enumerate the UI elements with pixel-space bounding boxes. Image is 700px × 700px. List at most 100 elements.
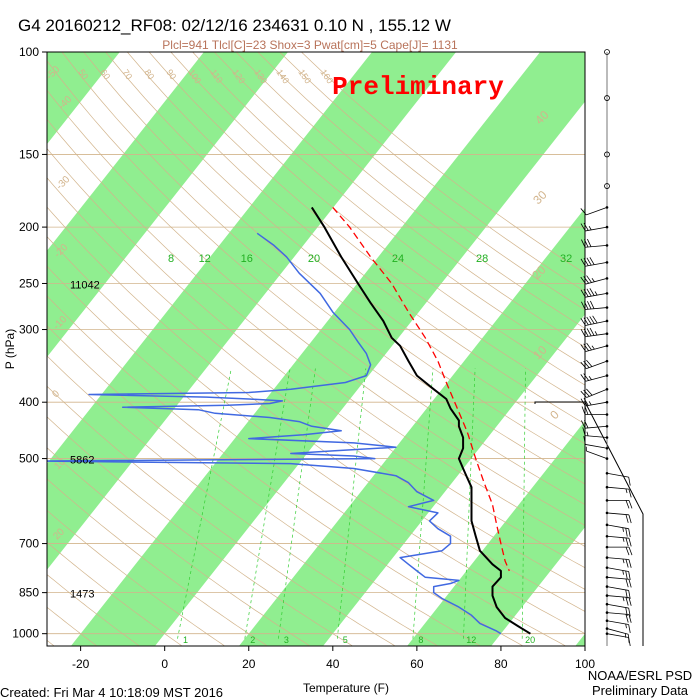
- mixing-ratio-label: 2: [250, 635, 255, 645]
- wind-barb-half-flag: [588, 376, 592, 380]
- wind-barb-flag: [625, 614, 629, 623]
- green-band: [70, 52, 585, 646]
- wind-barb-flag: [628, 500, 633, 509]
- wind-barb-flag: [583, 435, 586, 445]
- y-tick-label: 300: [19, 323, 39, 337]
- mixing-ratio-label: 16: [241, 253, 253, 265]
- wind-barb-flag: [589, 327, 595, 336]
- wind-barb-shaft: [606, 486, 629, 490]
- chart-title: G4 20160212_RF08: 02/12/16 234631 0.10 N…: [18, 16, 451, 35]
- skewed-isotherm-label: 30: [530, 188, 550, 208]
- mixing-ratio-label: 28: [476, 253, 488, 265]
- wind-barb-flag: [586, 257, 592, 266]
- wind-barb-flag: [584, 301, 589, 310]
- wind-barb-shaft: [585, 262, 608, 267]
- y-axis-label: P (hPa): [3, 329, 17, 369]
- mixing-ratio-label: 8: [418, 635, 423, 645]
- wind-barb-flag: [590, 300, 595, 309]
- dry-adiabat-label: 80: [142, 67, 156, 81]
- wind-barb-flag: [586, 316, 592, 325]
- wind-barb-flag: [628, 477, 631, 486]
- wind-barb-shaft: [585, 333, 608, 338]
- wind-barb-flag: [581, 239, 586, 248]
- y-tick-label: 1000: [12, 627, 39, 641]
- wind-barb-shaft: [606, 512, 629, 516]
- mixing-ratio-label: 32: [560, 253, 572, 265]
- wind-barb-shaft: [606, 576, 629, 580]
- wind-barb-flag: [628, 607, 631, 617]
- wind-barb-flag: [628, 637, 631, 646]
- wind-barb-shaft: [585, 244, 608, 248]
- wind-barb-flag: [583, 258, 589, 266]
- mixing-ratio-label: 20: [525, 635, 535, 645]
- wind-barb-flag: [625, 570, 628, 580]
- dry-adiabat-lines: [47, 52, 585, 646]
- height-label: 5862: [70, 455, 94, 467]
- wind-barb-flag: [625, 559, 629, 568]
- wind-barb-flag: [625, 547, 630, 556]
- y-tick-label: 100: [19, 45, 39, 59]
- wind-barb-station: [605, 436, 609, 439]
- mixing-ratio-label: 1: [183, 635, 188, 645]
- dry-adiabat-label: 90: [164, 67, 178, 81]
- wind-panel-outline: [534, 401, 644, 646]
- wind-barb-half-flag: [594, 331, 598, 336]
- wind-barb-flag: [628, 579, 632, 588]
- green-band: [407, 420, 585, 646]
- green-band: [47, 52, 457, 570]
- x-tick-label: 0: [161, 657, 168, 671]
- wind-barb-shaft: [585, 425, 608, 429]
- dry-adiabat-line: [61, 52, 585, 485]
- wind-barb-flag: [583, 343, 589, 351]
- wind-barb-shaft: [606, 633, 629, 638]
- wind-barb-shaft: [586, 388, 608, 398]
- mixing-ratio-label: 3: [284, 635, 289, 645]
- wind-barb-flag: [583, 317, 589, 326]
- wind-barb-shaft: [585, 444, 608, 449]
- dry-adiabat-line: [47, 148, 585, 569]
- preliminary-watermark: Preliminary: [332, 72, 504, 102]
- dry-adiabat-line: [47, 236, 585, 635]
- wind-barb-half-flag: [625, 488, 628, 494]
- wind-barb-shaft: [606, 628, 629, 635]
- dry-adiabat-line: [214, 52, 585, 348]
- wind-barb-calm: [604, 151, 610, 158]
- wind-barb-flag: [625, 514, 629, 523]
- dry-adiabat-line: [105, 52, 585, 445]
- wind-barb-flag: [586, 328, 592, 337]
- preliminary-data-note: Preliminary Data: [592, 683, 689, 698]
- wind-barb-flag: [628, 559, 632, 568]
- dry-adiabat-line: [47, 206, 585, 612]
- mixing-ratio-label: 12: [199, 253, 211, 265]
- dry-adiabat-line: [192, 52, 585, 367]
- wind-barb-shaft: [586, 360, 608, 370]
- wind-barb-flag: [580, 223, 586, 232]
- mixing-ratio-label: 8: [168, 253, 174, 265]
- wind-barbs: [580, 49, 633, 646]
- y-tick-label: 500: [19, 452, 39, 466]
- x-axis-label: Temperature (F): [303, 681, 389, 695]
- wind-barb-half-flag: [622, 596, 625, 602]
- wind-barb-flag: [580, 344, 587, 352]
- dry-adiabat-label: 60: [98, 67, 112, 81]
- dry-adiabat-line: [83, 52, 585, 465]
- dry-adiabat-line: [47, 177, 585, 590]
- wind-barb-half-flag: [586, 431, 589, 436]
- wind-barb-half-flag: [622, 537, 625, 542]
- wind-barb-flag: [580, 374, 587, 382]
- dry-adiabat-line: [47, 541, 183, 646]
- wind-barb-flag: [625, 589, 628, 599]
- wind-barb-flag: [625, 597, 629, 606]
- pressure-axis: 100 150 200 250 300 400 500 700 850 1000: [12, 45, 47, 641]
- wind-barb-shaft: [585, 401, 608, 407]
- dry-adiabat-label: 70: [120, 67, 134, 81]
- dry-adiabat-line: [47, 416, 353, 646]
- wind-barb-flag: [580, 398, 586, 407]
- wind-barb-half-flag: [591, 278, 595, 282]
- wind-barb-calm: [604, 49, 610, 55]
- skewed-isotherm-label: 0: [50, 388, 62, 400]
- dry-adiabat-line: [47, 385, 396, 646]
- wind-barb-half-flag: [591, 345, 595, 350]
- wind-barb-flag: [628, 547, 633, 556]
- dry-adiabat-line: [47, 295, 524, 646]
